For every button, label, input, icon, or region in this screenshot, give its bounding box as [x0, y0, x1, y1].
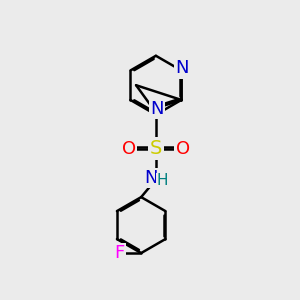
Text: S: S [150, 139, 162, 158]
Text: H: H [157, 173, 168, 188]
Text: N: N [175, 59, 189, 77]
Text: O: O [176, 140, 190, 158]
Text: N: N [144, 169, 157, 187]
Text: N: N [150, 100, 164, 118]
Text: F: F [114, 244, 124, 262]
Text: O: O [122, 140, 136, 158]
